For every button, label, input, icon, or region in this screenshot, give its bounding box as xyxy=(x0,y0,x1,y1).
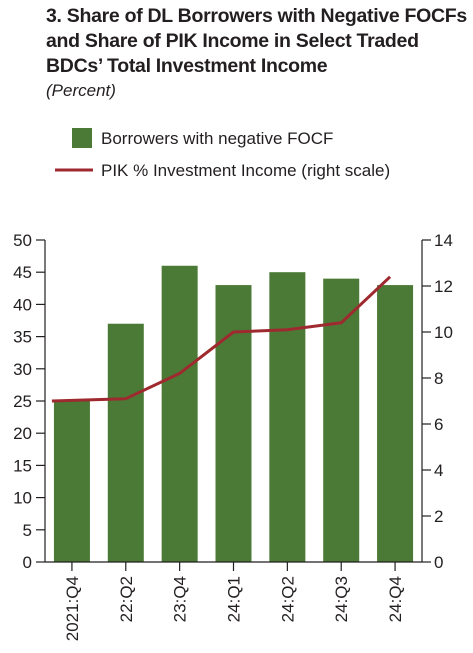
right-tick-label: 10 xyxy=(434,323,453,342)
x-category-label: 24:Q4 xyxy=(386,576,405,622)
legend-bar-label: Borrowers with negative FOCF xyxy=(101,129,333,148)
legend-bar-swatch xyxy=(72,128,92,148)
right-tick-label: 4 xyxy=(434,461,443,480)
left-tick-label: 25 xyxy=(13,392,32,411)
legend-line-label: PIK % Investment Income (right scale) xyxy=(101,161,390,180)
bar-2 xyxy=(107,323,144,562)
left-tick-label: 30 xyxy=(13,360,32,379)
bar-3 xyxy=(161,265,198,562)
left-tick-label: 0 xyxy=(23,553,32,572)
x-category-label: 24:Q2 xyxy=(278,576,297,622)
left-axis: 0 5 10 15 20 25 30 35 40 45 50 xyxy=(13,231,46,572)
bar-5 xyxy=(269,272,306,562)
right-axis: 0 2 4 6 8 10 12 14 xyxy=(421,231,453,572)
left-tick-label: 50 xyxy=(13,231,32,250)
x-category-label: 23:Q4 xyxy=(171,576,190,622)
x-category-label: 22:Q2 xyxy=(117,576,136,622)
bars xyxy=(53,265,414,562)
x-axis: 2021:Q4 22:Q2 23:Q4 24:Q1 24:Q2 24:Q3 24:Q4 xyxy=(45,561,422,641)
chart-subtitle: (Percent) xyxy=(46,81,116,100)
x-category-label: 24:Q3 xyxy=(332,576,351,622)
bar-7 xyxy=(377,285,414,562)
left-tick-label: 5 xyxy=(23,521,32,540)
bar-1 xyxy=(53,401,90,562)
left-tick-label: 45 xyxy=(13,263,32,282)
chart-title-line-3: BDCs’ Total Investment Income xyxy=(46,55,328,77)
right-tick-label: 6 xyxy=(434,415,443,434)
x-category-label: 24:Q1 xyxy=(225,576,244,622)
bar-6 xyxy=(323,278,360,562)
right-tick-label: 12 xyxy=(434,277,453,296)
left-tick-label: 20 xyxy=(13,424,32,443)
right-tick-label: 8 xyxy=(434,369,443,388)
left-tick-label: 40 xyxy=(13,295,32,314)
chart-title-line-2: and Share of PIK Income in Select Traded xyxy=(46,30,419,52)
chart-title-block: 3. Share of DL Borrowers with Negative F… xyxy=(46,4,467,103)
x-category-label: 2021:Q4 xyxy=(63,576,82,641)
line-series xyxy=(51,275,392,403)
left-tick-label: 15 xyxy=(13,456,32,475)
legend: Borrowers with negative FOCF PIK % Inves… xyxy=(55,128,390,180)
chart-title-line-1: 3. Share of DL Borrowers with Negative F… xyxy=(46,5,467,27)
right-tick-label: 2 xyxy=(434,507,443,526)
left-tick-label: 10 xyxy=(13,489,32,508)
bar-4 xyxy=(215,285,252,562)
right-tick-label: 14 xyxy=(434,231,453,250)
left-tick-label: 35 xyxy=(13,328,32,347)
right-tick-label: 0 xyxy=(434,553,443,572)
